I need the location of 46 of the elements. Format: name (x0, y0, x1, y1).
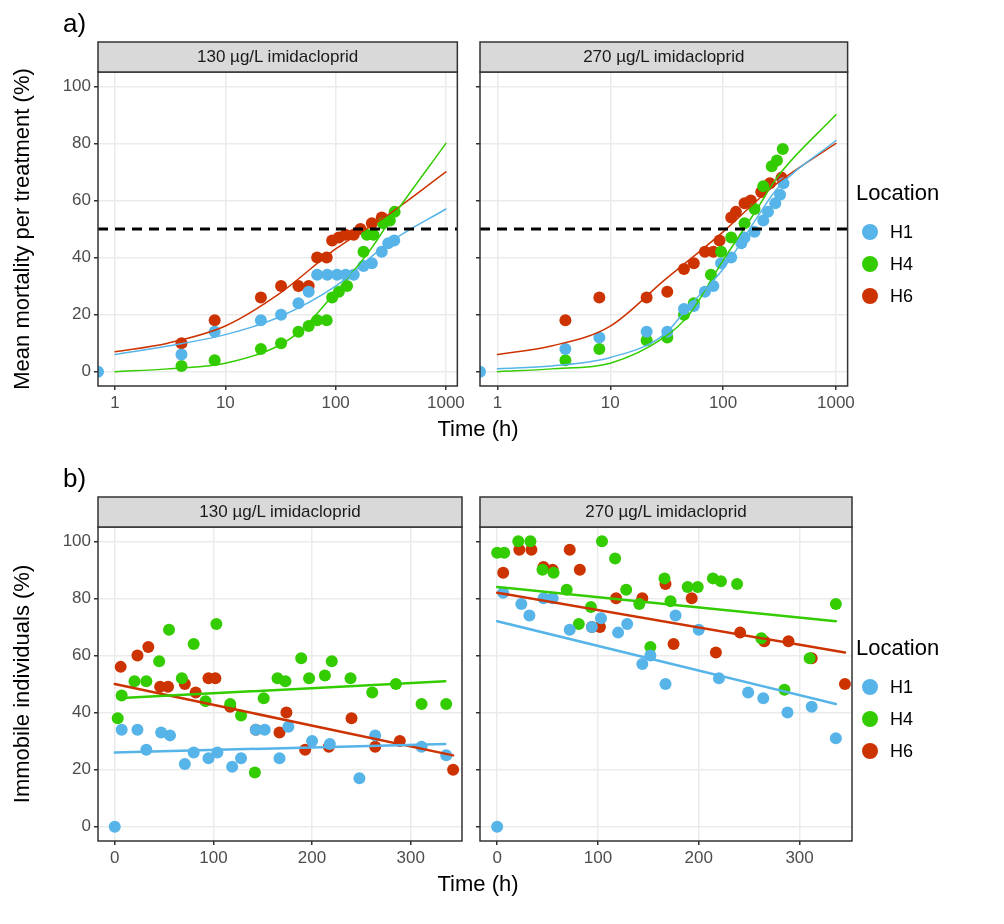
legend-label: H4 (890, 253, 914, 275)
y-tick-label: 60 (72, 645, 91, 665)
x-axis-title: Time (h) (436, 416, 520, 442)
y-tick-label: 100 (62, 75, 91, 95)
text: b) (63, 463, 87, 494)
chart-title: 270 µg/L imidacloprid (585, 501, 747, 521)
y-tick-label: 60 (72, 190, 91, 210)
x-tick-label: 0 (492, 847, 502, 867)
x-tick-label: 10 (600, 392, 620, 412)
y-tick-label: 80 (72, 588, 91, 608)
y-tick-label: 40 (72, 702, 91, 722)
x-tick-label: 10 (215, 392, 235, 412)
y-axis-title: Mean mortality per treatment (%) (9, 68, 35, 390)
text: a) (63, 8, 87, 39)
y-tick-label: 100 (62, 530, 91, 550)
chart-title: 130 µg/L imidacloprid (197, 46, 359, 66)
y-tick-label: 0 (81, 361, 91, 381)
y-tick-label: 20 (72, 759, 91, 779)
y-tick-label: 20 (72, 304, 91, 324)
chart-title: 130 µg/L imidacloprid (199, 501, 361, 521)
x-tick-label: 100 (583, 847, 613, 867)
x-tick-label: 1000 (816, 392, 855, 412)
x-tick-label: 0 (110, 847, 120, 867)
x-tick-label: 1 (492, 392, 503, 412)
legend-label: H4 (890, 708, 914, 730)
x-tick-label: 100 (321, 392, 350, 412)
x-tick-label: 100 (708, 392, 738, 412)
x-tick-label: 1000 (426, 392, 465, 412)
x-tick-label: 300 (396, 847, 425, 867)
y-axis-title: Immobile individuals (%) (9, 564, 35, 804)
legend-title: Location (856, 635, 940, 661)
legend-label: H6 (890, 285, 914, 307)
chart-title: 270 µg/L imidacloprid (583, 46, 745, 66)
x-tick-label: 100 (199, 847, 228, 867)
x-tick-label: 300 (785, 847, 814, 867)
legend-title: Location (856, 180, 940, 206)
y-tick-label: 0 (81, 816, 91, 836)
legend-label: H6 (890, 740, 914, 762)
legend-label: H1 (890, 221, 914, 243)
x-tick-label: 200 (297, 847, 327, 867)
y-tick-label: 40 (72, 247, 91, 267)
y-tick-label: 80 (72, 133, 91, 153)
x-tick-label: 200 (684, 847, 713, 867)
x-tick-label: 1 (110, 392, 120, 412)
x-axis-title: Time (h) (436, 871, 520, 897)
legend-label: H1 (890, 676, 914, 698)
